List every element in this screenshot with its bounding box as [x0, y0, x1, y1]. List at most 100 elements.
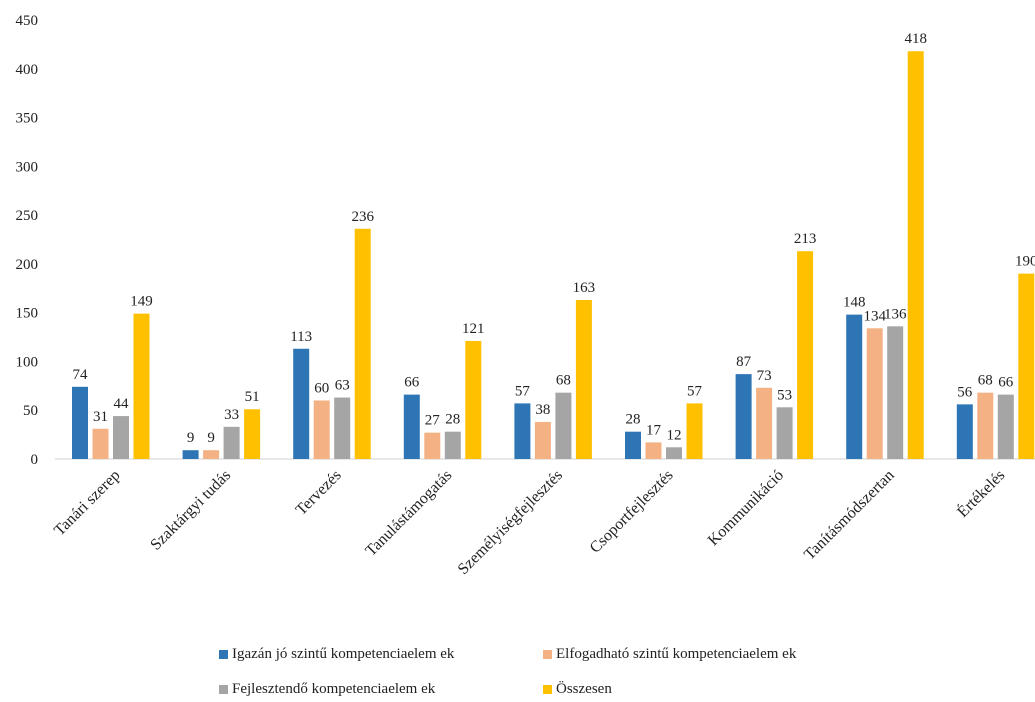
bar	[354, 228, 371, 459]
data-label: 66	[998, 375, 1014, 391]
legend-swatch-4	[543, 685, 552, 694]
bar	[182, 450, 199, 459]
y-tick-label: 350	[16, 111, 39, 127]
bar	[113, 416, 129, 459]
data-label: 60	[314, 380, 329, 396]
data-label: 163	[573, 280, 596, 296]
data-label: 74	[73, 367, 89, 383]
bar	[756, 387, 773, 459]
bar	[907, 51, 924, 460]
legend-item-3: Fejlesztendő kompetenciaelem ek	[219, 681, 435, 698]
data-label: 53	[777, 387, 792, 403]
data-label: 418	[904, 31, 927, 47]
x-tick-label: Kommunikáció	[705, 467, 787, 549]
y-axis: 0 50 100 150 200 250 300 350 400 450	[16, 13, 39, 468]
legend-label-4: Összesen	[556, 681, 612, 697]
data-label: 87	[736, 354, 752, 370]
bar	[977, 392, 994, 459]
bar	[735, 374, 752, 459]
data-label: 56	[957, 384, 973, 400]
y-tick-label: 250	[16, 208, 39, 224]
y-tick-label: 50	[23, 403, 38, 419]
y-tick-label: 450	[16, 13, 39, 29]
bar	[575, 299, 592, 459]
y-tick-label: 300	[16, 159, 39, 175]
bar	[956, 404, 973, 459]
data-label: 38	[535, 402, 550, 418]
bar	[293, 348, 310, 459]
bar	[555, 392, 572, 459]
legend-label-1: Igazán jó szintű kompetenciaelem ek	[232, 646, 455, 662]
data-label: 51	[245, 389, 260, 405]
data-label: 213	[794, 231, 817, 247]
y-tick-label: 150	[16, 306, 39, 322]
data-label: 73	[757, 368, 772, 384]
x-tick-label: Értékelés	[953, 465, 1009, 521]
data-label: 149	[130, 294, 153, 310]
data-label: 28	[445, 412, 460, 428]
data-label: 236	[351, 209, 374, 225]
bar	[997, 394, 1014, 459]
legend-label-3: Fejlesztendő kompetenciaelem ek	[232, 681, 436, 697]
data-label: 12	[667, 427, 682, 443]
legend-label-2: Elfogadható szintű kompetenciaelem ek	[556, 646, 797, 662]
legend-item-1: Igazán jó szintű kompetenciaelem ek	[219, 646, 454, 663]
data-label: 136	[884, 306, 907, 322]
legend-swatch-3	[219, 685, 228, 694]
bar	[887, 326, 904, 459]
bar	[313, 400, 330, 459]
x-tick-label: Tanításmódszertan	[801, 467, 898, 564]
x-tick-label: Tanári szerep	[51, 467, 123, 539]
bar	[514, 403, 531, 459]
bar	[666, 447, 682, 459]
data-label: 113	[290, 329, 312, 345]
data-label: 190	[1015, 254, 1035, 270]
legend-item-2: Elfogadható szintű kompetenciaelem ek	[543, 646, 796, 663]
x-tick-label: Szaktárgyi tudás	[147, 467, 234, 554]
bar	[72, 386, 88, 459]
data-label: 27	[425, 413, 441, 429]
bar	[1018, 273, 1035, 459]
y-tick-label: 0	[31, 452, 39, 468]
data-label: 9	[207, 430, 215, 446]
data-label: 28	[626, 412, 641, 428]
data-label: 121	[462, 321, 485, 337]
bar	[465, 340, 482, 459]
bar	[424, 432, 441, 459]
y-tick-label: 100	[16, 354, 39, 370]
x-tick-label: Tervezés	[293, 467, 345, 519]
bar	[92, 428, 109, 459]
data-label: 57	[515, 383, 531, 399]
legend-swatch-2	[543, 650, 552, 659]
legend-swatch-1	[219, 650, 228, 659]
bar	[133, 313, 150, 459]
data-label: 9	[187, 430, 195, 446]
bars	[72, 51, 1035, 460]
bar	[244, 409, 261, 459]
bar	[776, 407, 793, 459]
data-label: 134	[863, 308, 886, 324]
data-label: 31	[93, 409, 108, 425]
x-tick-label: Csoportfejlesztés	[587, 467, 677, 557]
data-label: 33	[224, 407, 239, 423]
bar	[686, 403, 703, 459]
bar	[797, 251, 814, 459]
y-tick-label: 400	[16, 62, 39, 78]
bar	[334, 397, 351, 459]
bar	[625, 431, 641, 459]
bar	[534, 421, 551, 459]
bar	[223, 426, 240, 459]
data-label: 148	[843, 295, 866, 311]
y-tick-label: 200	[16, 257, 39, 273]
x-tick-label: Tanulástámogatás	[362, 467, 455, 560]
data-label: 17	[646, 422, 662, 438]
bar	[866, 328, 883, 459]
data-label: 63	[335, 378, 350, 394]
data-label: 66	[404, 375, 420, 391]
data-label: 57	[687, 383, 703, 399]
legend-item-4: Összesen	[543, 681, 612, 698]
data-label: 44	[114, 396, 130, 412]
bar	[645, 442, 662, 459]
